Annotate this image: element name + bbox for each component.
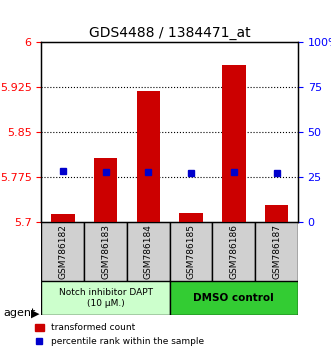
Text: agent: agent [3, 308, 36, 318]
Text: GSM786184: GSM786184 [144, 224, 153, 279]
Bar [265, 205, 288, 222]
Text: GSM786187: GSM786187 [272, 224, 281, 279]
FancyBboxPatch shape [213, 222, 255, 281]
Text: GSM786182: GSM786182 [58, 224, 67, 279]
Bar [136, 91, 160, 222]
FancyBboxPatch shape [127, 222, 169, 281]
Text: GSM786186: GSM786186 [229, 224, 238, 279]
Bar [51, 214, 74, 222]
FancyBboxPatch shape [41, 222, 84, 281]
Text: GSM786183: GSM786183 [101, 224, 110, 279]
Bar [179, 213, 203, 222]
FancyBboxPatch shape [255, 222, 298, 281]
Bar [222, 65, 246, 222]
FancyBboxPatch shape [169, 281, 298, 315]
Text: GSM786185: GSM786185 [186, 224, 196, 279]
Text: Notch inhibitor DAPT
(10 μM.): Notch inhibitor DAPT (10 μM.) [59, 289, 153, 308]
Title: GDS4488 / 1384471_at: GDS4488 / 1384471_at [89, 26, 251, 40]
FancyBboxPatch shape [84, 222, 127, 281]
FancyBboxPatch shape [169, 222, 213, 281]
FancyBboxPatch shape [41, 281, 169, 315]
Bar [94, 158, 117, 222]
Text: ▶: ▶ [31, 308, 40, 318]
Text: DMSO control: DMSO control [193, 293, 274, 303]
Legend: transformed count, percentile rank within the sample: transformed count, percentile rank withi… [31, 320, 208, 349]
